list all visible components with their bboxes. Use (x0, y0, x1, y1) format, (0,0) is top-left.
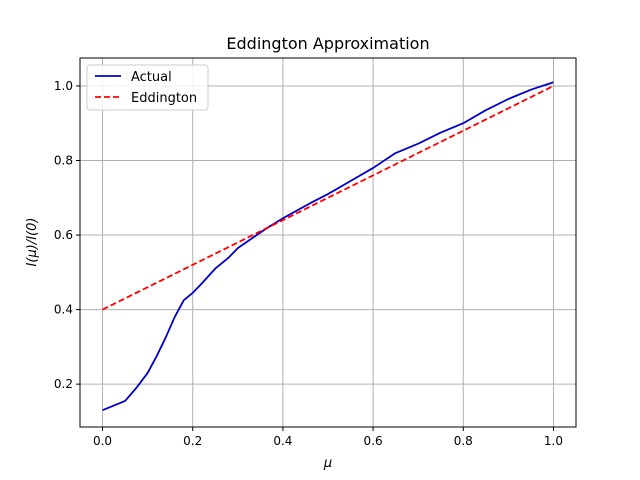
y-tick-label: 0.8 (54, 154, 73, 168)
legend-label-eddington: Eddington (131, 91, 197, 106)
chart-title: Eddington Approximation (226, 34, 429, 53)
x-tick-label: 0.6 (364, 434, 383, 448)
x-tick-label: 0.4 (273, 434, 292, 448)
plot-area-border (79, 57, 577, 428)
legend: Actual Eddington (86, 64, 209, 111)
axis-ticks: 0.0 0.2 0.4 0.6 0.8 1.0 0.2 0.4 0.6 0.8 1.0 (54, 79, 563, 448)
y-tick-label: 0.2 (54, 377, 73, 391)
y-axis-label: I(μ)/I(0) (25, 218, 40, 267)
legend-label-actual: Actual (131, 70, 172, 85)
y-tick-label: 0.4 (54, 303, 73, 317)
grid-lines (80, 58, 576, 427)
x-tick-label: 0.8 (454, 434, 473, 448)
y-tick-label: 0.6 (54, 228, 73, 242)
x-tick-label: 0.2 (183, 434, 202, 448)
series-lines (102, 81, 554, 412)
y-tick-label: 1.0 (54, 79, 73, 93)
x-tick-label: 0.0 (93, 434, 112, 448)
x-tick-label: 1.0 (544, 434, 563, 448)
x-axis-label: μ (323, 456, 332, 471)
series-line-eddington (102, 85, 554, 311)
series-line-actual (102, 81, 554, 412)
